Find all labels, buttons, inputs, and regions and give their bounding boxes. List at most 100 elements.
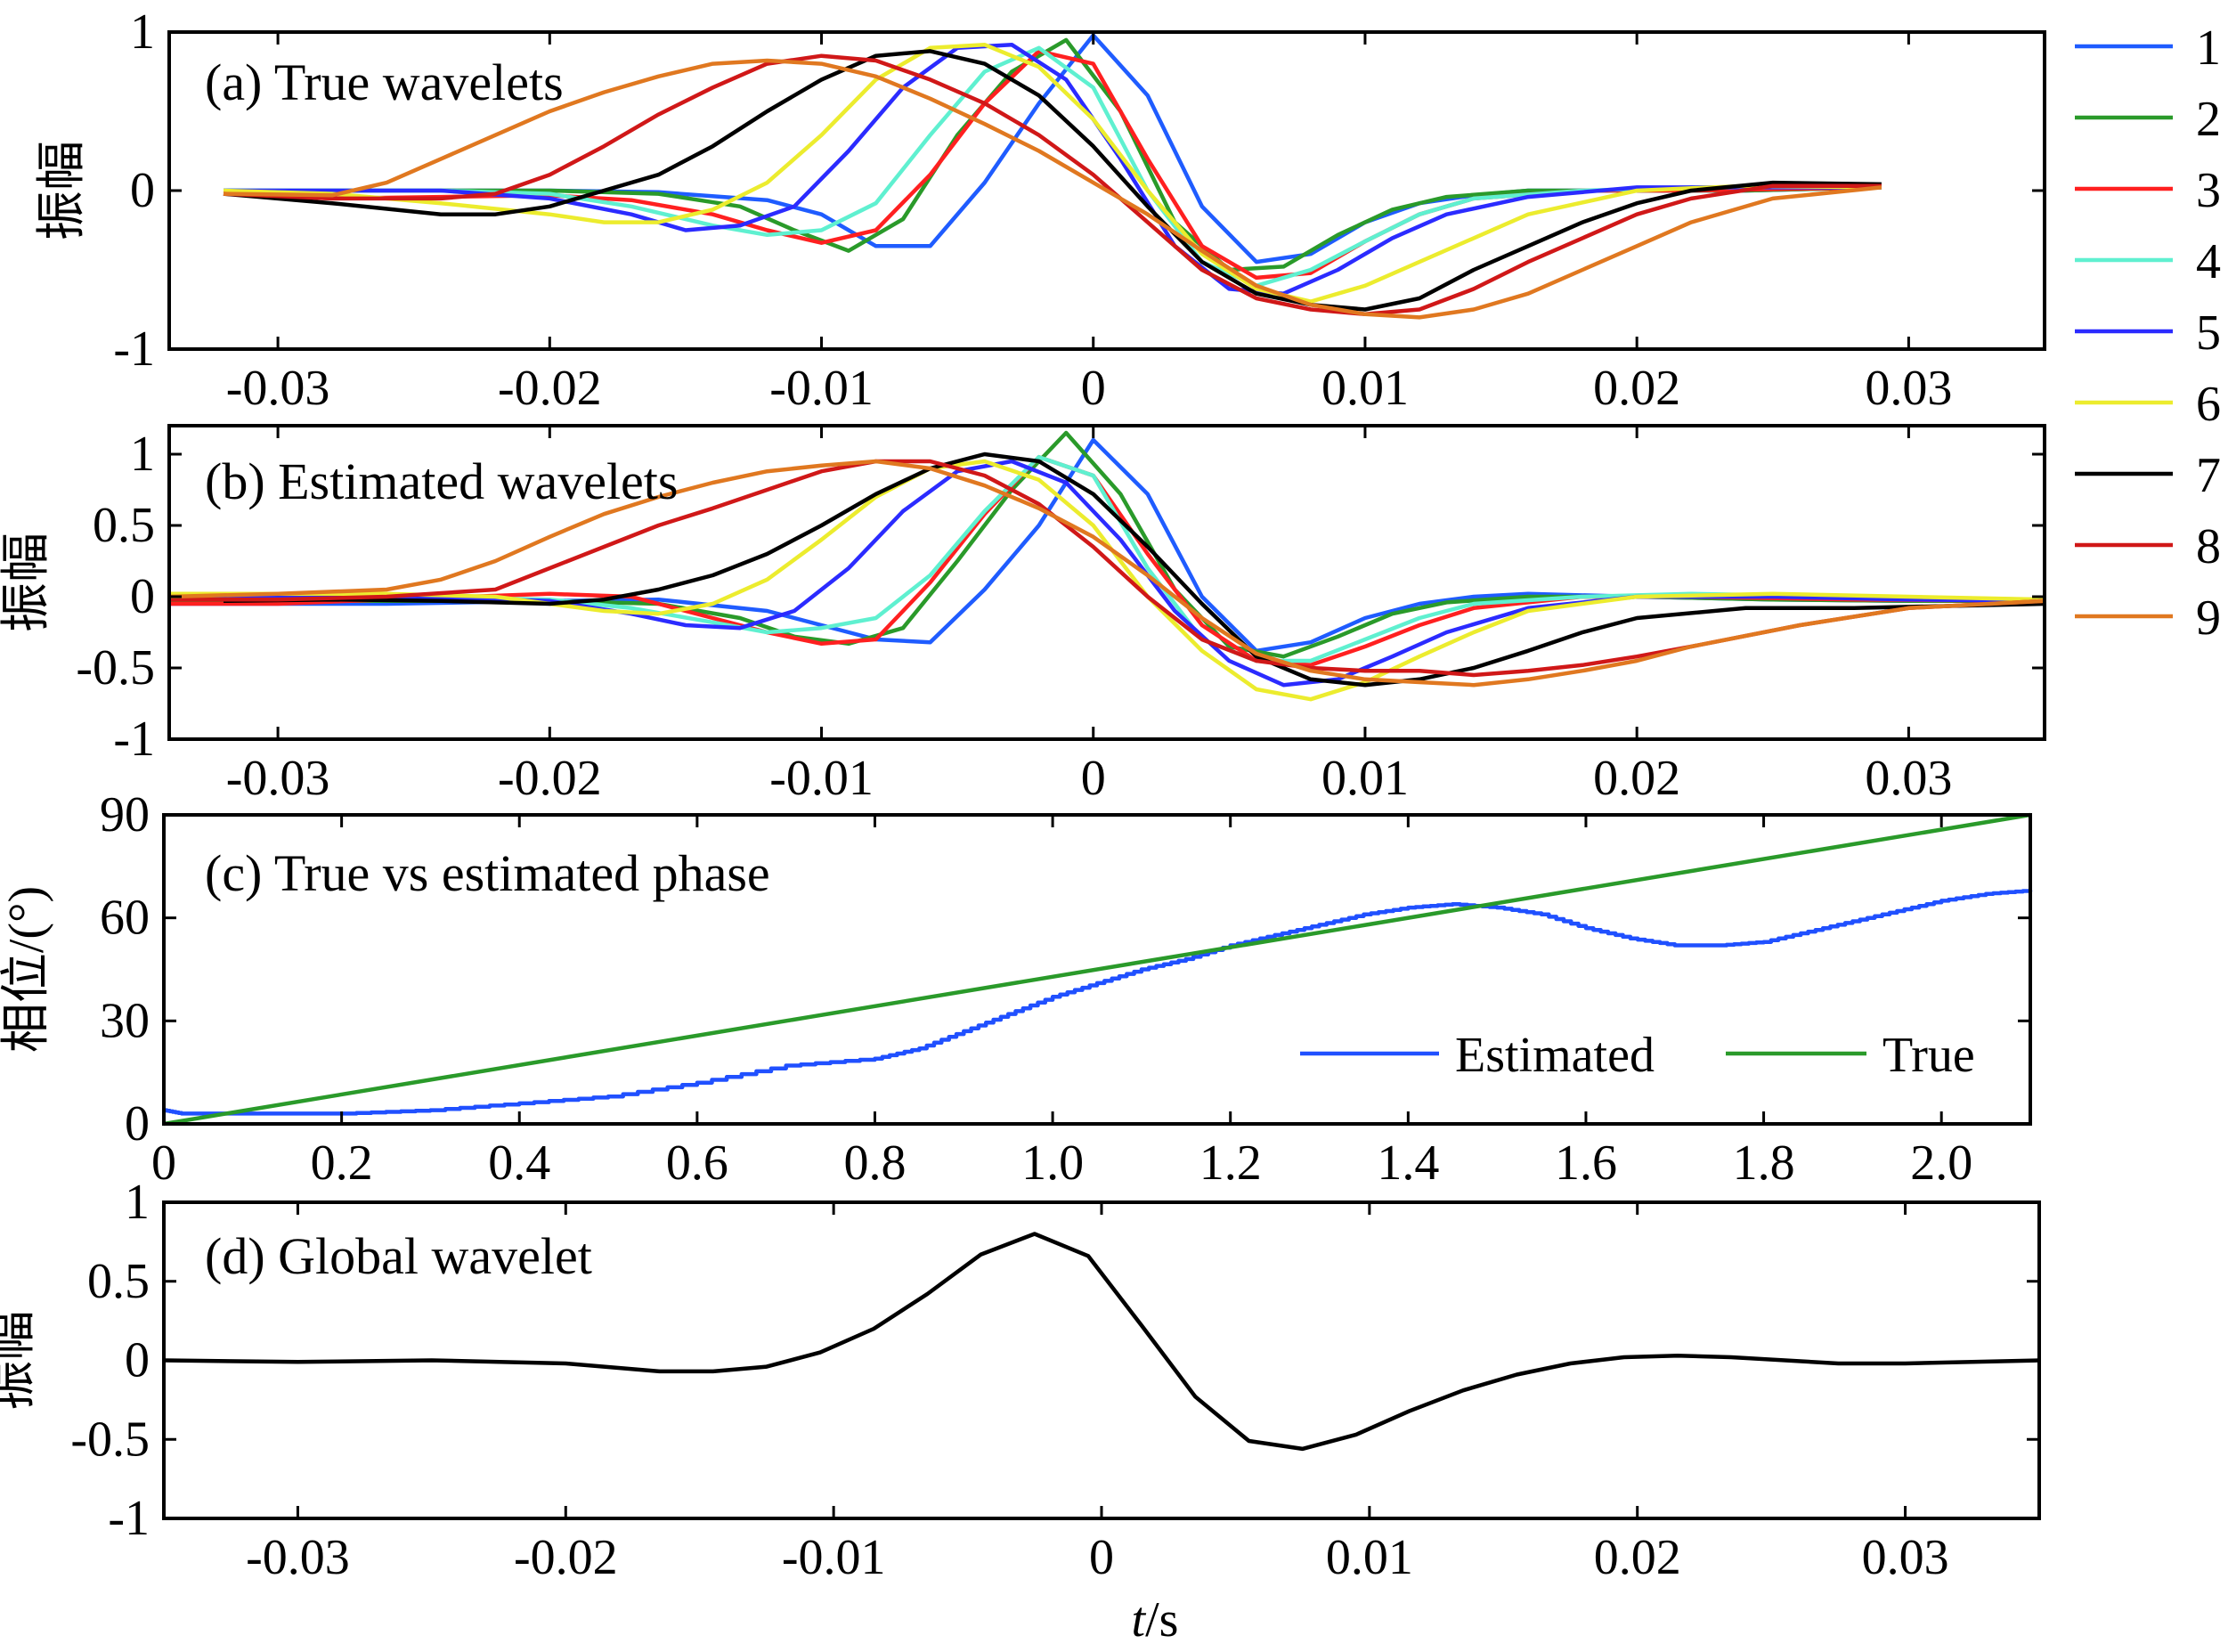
x-tick-label-a: 0.03 — [1865, 361, 1952, 416]
plot-frame-c — [162, 813, 2032, 1126]
y-tick-label-d: 1 — [125, 1175, 150, 1230]
panel-title-a: (a) True wavelets — [205, 53, 564, 111]
x-tick-label-b: 0.01 — [1321, 751, 1409, 806]
series-line-a-8 — [223, 53, 1882, 317]
series-line-b-9 — [168, 459, 2045, 688]
series-line-c-Estimated — [164, 889, 2033, 1116]
legend-label-estimated: Estimated — [1455, 1028, 1655, 1083]
legend-wavelets: 1 2 3 4 5 6 7 8 9 — [2075, 20, 2221, 646]
y-tick-label-a: 0 — [130, 163, 155, 218]
x-tick-label-c: 2.0 — [1910, 1135, 1972, 1191]
x-tick-label-c: 0.8 — [843, 1135, 906, 1191]
series-line-a-7 — [223, 49, 1882, 312]
x-tick-label-b: 0.03 — [1865, 751, 1952, 806]
legend-label-2: 2 — [2196, 92, 2221, 147]
x-tick-label-c: 1.0 — [1021, 1135, 1084, 1191]
x-tick-label-c: 1.6 — [1555, 1135, 1617, 1191]
x-tick-label-d: 0.02 — [1594, 1530, 1681, 1585]
y-tick-label-d: 0.5 — [87, 1254, 150, 1309]
series-group-a — [223, 33, 1882, 320]
series-line-b-6 — [169, 459, 2045, 702]
y-tick-label-b: 1 — [130, 427, 155, 482]
y-tick-label-c: 60 — [100, 891, 150, 946]
panel-title-b: (b) Estimated wavelets — [205, 452, 679, 510]
series-line-a-2 — [224, 37, 1882, 273]
series-line-a-4 — [224, 45, 1882, 289]
x-tick-label-d: 0 — [1089, 1530, 1114, 1585]
y-tick-label-a: -1 — [113, 321, 155, 377]
y-tick-label-d: -0.5 — [70, 1412, 150, 1467]
x-tick-label-d: 0.03 — [1862, 1530, 1949, 1585]
series-line-b-4 — [169, 454, 2045, 663]
x-tick-label-c: 0 — [151, 1135, 176, 1191]
y-tick-label-c: 30 — [100, 993, 150, 1048]
x-tick-label-c: 0.6 — [666, 1135, 728, 1191]
x-tick-label-a: -0.02 — [498, 361, 602, 416]
y-tick-label-d: 0 — [125, 1333, 150, 1388]
x-tick-label-b: -0.03 — [226, 751, 330, 806]
x-tick-label-a: -0.03 — [226, 361, 330, 416]
y-axis-label-a: 振幅 — [35, 141, 90, 240]
series-line-c-True — [163, 812, 2031, 1127]
x-tick-label-d: 0.01 — [1326, 1530, 1413, 1585]
x-tick-label-d: -0.03 — [246, 1530, 350, 1585]
x-axis-label-d: t/s — [1132, 1592, 1179, 1648]
y-axis-label-d: 振幅 — [0, 1311, 40, 1411]
legend-label-4: 4 — [2196, 234, 2221, 289]
legend-c: Estimated True — [1300, 1028, 1975, 1083]
x-tick-label-a: -0.01 — [769, 361, 874, 416]
legend-label-7: 7 — [2196, 448, 2221, 503]
x-tick-label-a: 0 — [1081, 361, 1106, 416]
x-tick-label-a: 0.01 — [1321, 361, 1409, 416]
legend-label-9: 9 — [2196, 590, 2221, 646]
series-group-d — [163, 1232, 2040, 1452]
panel-d: -0.03 -0.02 -0.01 0 0.01 0.02 0.03 -1 -0.5 0 0.5 1 (… — [0, 1175, 2041, 1648]
legend-label-3: 3 — [2196, 163, 2221, 218]
x-tick-label-b: -0.01 — [769, 751, 874, 806]
series-line-a-9 — [223, 58, 1882, 320]
series-line-b-2 — [169, 430, 2045, 659]
panel-title-d: (d) Global wavelet — [205, 1227, 592, 1285]
y-tick-label-d: -1 — [108, 1491, 150, 1546]
x-tick-label-b: 0.02 — [1593, 751, 1680, 806]
y-tick-label-a: 1 — [130, 4, 155, 60]
panel-b: -0.03 -0.02 -0.01 0 0.01 0.02 0.03 -1 -0.5 0 0.5 1 (… — [0, 424, 2046, 806]
legend-label-6: 6 — [2196, 377, 2221, 432]
y-axis-label-b: 振幅 — [0, 533, 54, 632]
y-tick-label-b: -0.5 — [76, 640, 155, 696]
panel-a: -0.03 -0.02 -0.01 0 0.01 0.02 0.03 -1 0 1 (a) True… — [35, 4, 2046, 416]
series-group-b — [168, 430, 2045, 702]
x-tick-label-c: 1.4 — [1377, 1135, 1439, 1191]
legend-label-true: True — [1882, 1028, 1975, 1083]
series-group-c — [163, 812, 2033, 1127]
series-line-a-5 — [224, 42, 1882, 296]
x-tick-label-d: -0.02 — [514, 1530, 618, 1585]
y-axis-label-c: 相位/(°) — [0, 886, 54, 1053]
y-tick-label-b: 0 — [130, 569, 155, 624]
legend-label-5: 5 — [2196, 305, 2221, 361]
x-tick-label-b: -0.02 — [498, 751, 602, 806]
y-tick-label-b: -1 — [113, 712, 155, 767]
legend-label-8: 8 — [2196, 519, 2221, 574]
x-axis-label-unit: /s — [1145, 1592, 1178, 1648]
series-line-b-7 — [223, 452, 2045, 688]
x-tick-label-b: 0 — [1081, 751, 1106, 806]
x-axis-label-var: t — [1132, 1592, 1147, 1648]
y-tick-label-c: 0 — [125, 1096, 150, 1152]
plot-frame-b — [167, 424, 2046, 741]
legend-label-1: 1 — [2196, 20, 2221, 76]
y-tick-label-b: 0.5 — [93, 498, 155, 553]
x-tick-label-a: 0.02 — [1593, 361, 1680, 416]
panel-title-c: (c) True vs estimated phase — [205, 844, 770, 902]
series-line-a-6 — [223, 42, 1882, 304]
x-tick-label-c: 0.2 — [311, 1135, 373, 1191]
series-line-b-8 — [169, 459, 2045, 678]
x-tick-label-c: 0.4 — [488, 1135, 550, 1191]
y-tick-label-c: 90 — [100, 787, 150, 842]
x-tick-label-c: 1.2 — [1199, 1135, 1262, 1191]
x-tick-label-c: 1.8 — [1733, 1135, 1795, 1191]
series-line-d-global — [163, 1232, 2040, 1452]
panel-c: 0 0.2 0.4 0.6 0.8 1.0 1.2 1.4 1.6 1.8 2.0 0 30 60 90 (c… — [0, 787, 2033, 1191]
x-tick-label-d: -0.01 — [782, 1530, 886, 1585]
